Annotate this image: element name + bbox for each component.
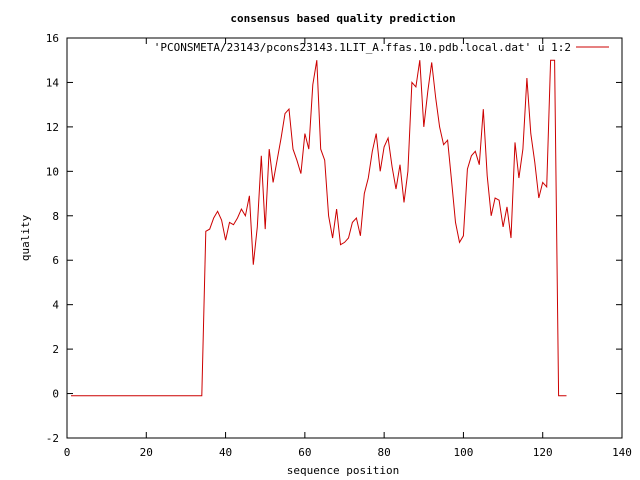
series-line	[71, 59, 567, 397]
x-tick-label: 140	[612, 446, 632, 459]
y-tick-label: 12	[46, 121, 59, 134]
x-tick-label: 100	[453, 446, 473, 459]
y-tick-labels: -2 0 2 4 6 8 10 12 14 16	[46, 32, 60, 445]
y-tick-label: 2	[52, 343, 59, 356]
y-tick-label: 8	[52, 210, 59, 223]
plot-frame	[66, 37, 623, 439]
y-axis-label: quality	[19, 214, 32, 261]
x-tick-label: 120	[533, 446, 553, 459]
x-tick-label: 0	[64, 446, 71, 459]
x-axis-label: sequence position	[287, 464, 400, 477]
y-tick-label: 0	[52, 388, 59, 401]
x-tick-label: 80	[378, 446, 391, 459]
x-tick-label: 40	[219, 446, 232, 459]
legend: 'PCONSMETA/23143/pcons23143.1LIT_A.ffas.…	[154, 41, 609, 54]
y-tick-label: 14	[46, 76, 60, 89]
y-tick-label: 10	[46, 165, 59, 178]
x-tick-labels: 0 20 40 60 80 100 120 140	[64, 446, 632, 459]
y-tick-label: 4	[52, 299, 59, 312]
chart-title: consensus based quality prediction	[230, 12, 455, 25]
y-tick-label: -2	[46, 432, 59, 445]
y-tick-label: 6	[52, 254, 59, 267]
x-tick-label: 60	[298, 446, 311, 459]
y-tick-label: 16	[46, 32, 59, 45]
legend-label: 'PCONSMETA/23143/pcons23143.1LIT_A.ffas.…	[154, 41, 571, 54]
x-tick-label: 20	[140, 446, 153, 459]
axis-ticks	[66, 37, 623, 439]
